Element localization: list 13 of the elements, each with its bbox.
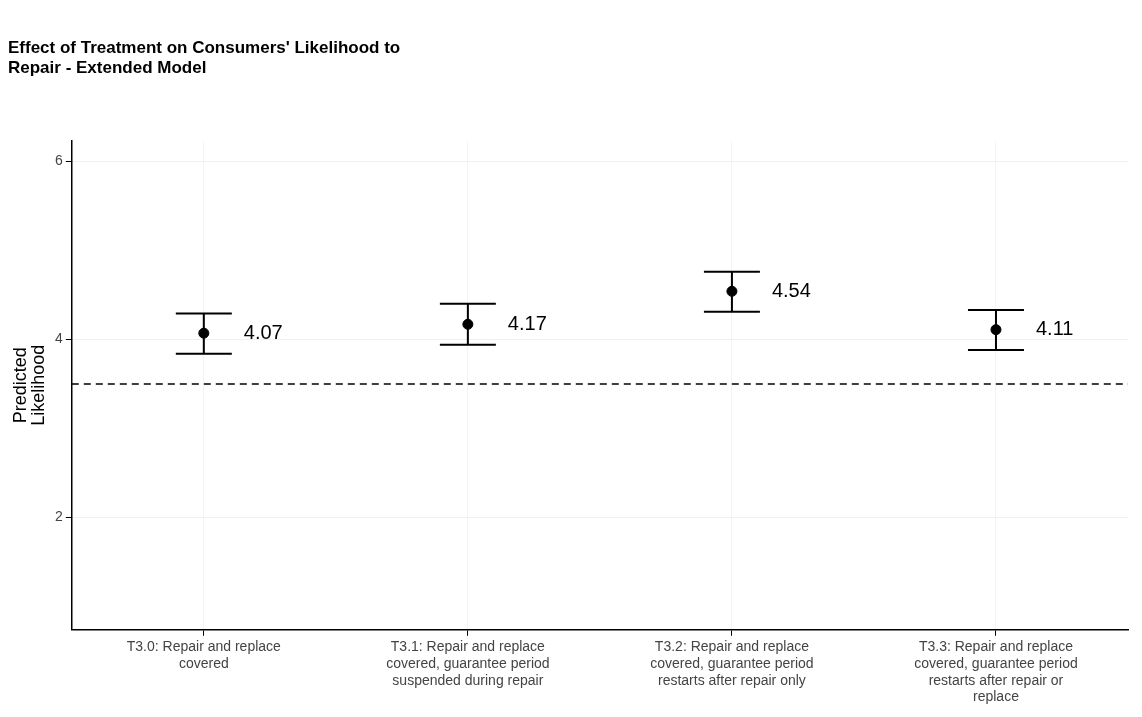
y-tick-label: 6 <box>54 152 63 169</box>
y-axis-title: Predicted Likelihood <box>9 344 48 426</box>
y-tick-label: 4 <box>54 330 63 347</box>
chart-title: Effect of Treatment on Consumers' Likelihood to Repair - Extended Model <box>8 37 401 78</box>
x-tick-label: T3.2: Repair and replace covered, guarantee period restarts after repair only <box>650 638 814 688</box>
x-tick-label: T3.1: Repair and replace covered, guarantee period suspended during repair <box>386 638 550 688</box>
data-label: 4.07 <box>243 320 283 343</box>
data-label: 4.17 <box>507 311 547 334</box>
data-label: 4.11 <box>1035 317 1074 340</box>
x-tick-label: T3.3: Repair and replace covered, guarantee period restarts after repair or replace <box>914 638 1078 705</box>
data-label: 4.54 <box>771 278 811 301</box>
x-tick-label: T3.0: Repair and replace covered <box>126 638 282 671</box>
y-tick-label: 2 <box>54 508 63 525</box>
